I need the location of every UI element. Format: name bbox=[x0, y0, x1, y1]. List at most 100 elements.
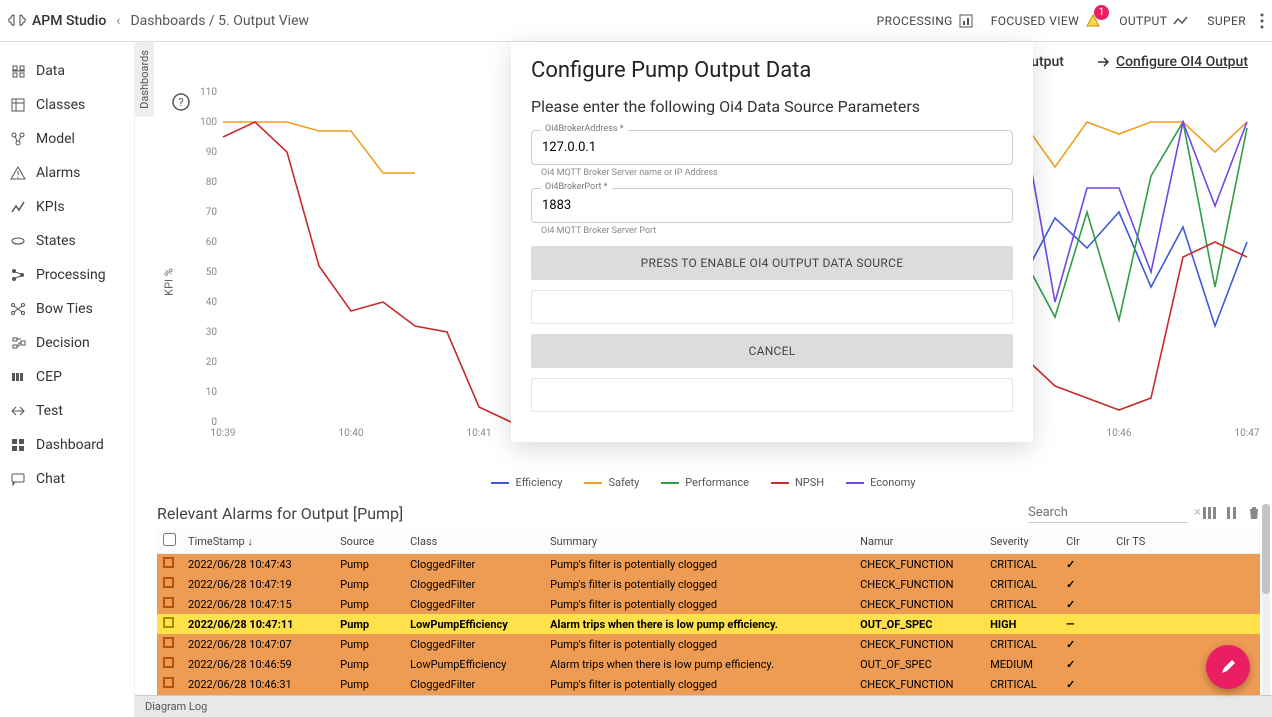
enable-button[interactable]: PRESS TO ENABLE OI4 OUTPUT DATA SOURCE bbox=[531, 246, 1013, 280]
table-row[interactable]: 2022/06/28 10:47:07PumpCloggedFilterPump… bbox=[157, 634, 1260, 654]
svg-text:50: 50 bbox=[206, 267, 218, 278]
classes-icon bbox=[10, 97, 26, 113]
col-source[interactable]: Source bbox=[334, 529, 404, 554]
sidebar-item-processing[interactable]: Processing bbox=[0, 258, 134, 292]
col-summary[interactable]: Summary bbox=[544, 529, 854, 554]
crumb-a[interactable]: Dashboards bbox=[130, 13, 205, 29]
svg-text:10:39: 10:39 bbox=[211, 428, 236, 439]
table-row[interactable]: 2022/06/28 10:47:15PumpCloggedFilterPump… bbox=[157, 594, 1260, 614]
svg-text:10: 10 bbox=[206, 387, 218, 398]
sidebar-item-kpis[interactable]: KPIs bbox=[0, 190, 134, 224]
table-row[interactable]: 2022/06/28 10:47:11PumpLowPumpEfficiency… bbox=[157, 614, 1260, 634]
broker-port-input[interactable] bbox=[531, 188, 1013, 223]
y-axis-label: KPI % bbox=[162, 268, 175, 296]
dashboard-icon bbox=[10, 437, 26, 453]
svg-text:10:47: 10:47 bbox=[1235, 428, 1260, 439]
tab-processing[interactable]: PROCESSING bbox=[877, 14, 973, 28]
sidebar: DataClassesModelAlarmsKPIsStatesProcessi… bbox=[0, 42, 135, 717]
clr-icon bbox=[1066, 638, 1075, 651]
pencil-icon bbox=[1219, 658, 1237, 676]
cep-icon bbox=[10, 369, 26, 385]
col-timestamp[interactable]: TimeStamp ↓ bbox=[182, 529, 334, 554]
tab-focused-view[interactable]: FOCUSED VIEW1 bbox=[991, 13, 1101, 29]
trend-icon bbox=[1173, 16, 1189, 26]
sidebar-item-decision[interactable]: Decision bbox=[0, 326, 134, 360]
test-icon bbox=[10, 403, 26, 419]
decision-icon bbox=[10, 335, 26, 351]
trash-icon[interactable] bbox=[1248, 506, 1260, 520]
main: Dashboards Configure OI4 Alarm Output Co… bbox=[135, 42, 1272, 717]
sidebar-item-classes[interactable]: Classes bbox=[0, 88, 134, 122]
processing-icon bbox=[10, 267, 26, 283]
svg-text:?: ? bbox=[178, 96, 183, 109]
clr-icon bbox=[1066, 578, 1075, 591]
row-checkbox[interactable] bbox=[163, 677, 174, 688]
sidebar-item-alarms[interactable]: Alarms bbox=[0, 156, 134, 190]
col-clr[interactable]: Clr bbox=[1060, 529, 1110, 554]
kebab-menu[interactable] bbox=[1260, 13, 1264, 29]
sidebar-item-states[interactable]: States bbox=[0, 224, 134, 258]
sidebar-item-cep[interactable]: CEP bbox=[0, 360, 134, 394]
footer-tab[interactable]: Diagram Log bbox=[135, 695, 1272, 717]
col-severity[interactable]: Severity bbox=[984, 529, 1060, 554]
columns-icon[interactable] bbox=[1202, 506, 1216, 520]
sidebar-item-chat[interactable]: Chat bbox=[0, 462, 134, 496]
col-class[interactable]: Class bbox=[404, 529, 544, 554]
svg-text:10:41: 10:41 bbox=[467, 428, 492, 439]
configure-modal: Configure Pump Output Data Please enter … bbox=[511, 42, 1033, 442]
fab-edit[interactable] bbox=[1206, 645, 1250, 689]
svg-text:0: 0 bbox=[211, 417, 217, 428]
alarms-panel: Relevant Alarms for Output [Pump] × Time… bbox=[157, 503, 1260, 714]
search-input[interactable] bbox=[1028, 505, 1194, 520]
modal-spacer bbox=[531, 290, 1013, 324]
sidebar-item-model[interactable]: Model bbox=[0, 122, 134, 156]
alarms-icon bbox=[10, 165, 26, 181]
sidebar-item-data[interactable]: Data bbox=[0, 54, 134, 88]
addr-label: Oi4BrokerAddress * bbox=[541, 124, 628, 134]
table-row[interactable]: 2022/06/28 10:47:43PumpCloggedFilterPump… bbox=[157, 554, 1260, 575]
notif-badge: 1 bbox=[1094, 5, 1109, 20]
states-icon bbox=[10, 233, 26, 249]
table-row[interactable]: 2022/06/28 10:46:59PumpLowPumpEfficiency… bbox=[157, 654, 1260, 674]
svg-text:60: 60 bbox=[206, 237, 218, 248]
row-checkbox[interactable] bbox=[163, 577, 174, 588]
svg-text:90: 90 bbox=[206, 147, 218, 158]
tab-super[interactable]: SUPER bbox=[1207, 14, 1246, 28]
row-checkbox[interactable] bbox=[163, 657, 174, 668]
row-checkbox[interactable] bbox=[163, 637, 174, 648]
tab-output[interactable]: OUTPUT bbox=[1119, 14, 1189, 28]
select-all[interactable] bbox=[163, 533, 176, 546]
row-checkbox[interactable] bbox=[163, 617, 174, 628]
clear-icon[interactable]: × bbox=[1194, 505, 1201, 520]
col-namur[interactable]: Namur bbox=[854, 529, 984, 554]
alarms-search[interactable]: × bbox=[1028, 503, 1188, 523]
configure-output-link[interactable]: Configure OI4 Output bbox=[1096, 54, 1248, 70]
modal-spacer bbox=[531, 378, 1013, 412]
sidebar-item-bow-ties[interactable]: Bow Ties bbox=[0, 292, 134, 326]
sidebar-item-dashboard[interactable]: Dashboard bbox=[0, 428, 134, 462]
table-row[interactable]: 2022/06/28 10:46:31PumpCloggedFilterPump… bbox=[157, 674, 1260, 694]
svg-text:40: 40 bbox=[206, 297, 218, 308]
modal-title: Configure Pump Output Data bbox=[531, 58, 1013, 83]
sidebar-item-test[interactable]: Test bbox=[0, 394, 134, 428]
model-icon bbox=[10, 131, 26, 147]
crumb-b[interactable]: 5. Output View bbox=[218, 13, 309, 29]
cancel-button[interactable]: CANCEL bbox=[531, 334, 1013, 368]
col-clr ts[interactable]: Clr TS bbox=[1110, 529, 1260, 554]
broker-address-input[interactable] bbox=[531, 130, 1013, 165]
chat-icon bbox=[10, 471, 26, 487]
port-hint: Oi4 MQTT Broker Server Port bbox=[541, 226, 1013, 236]
row-checkbox[interactable] bbox=[163, 557, 174, 568]
alarms-table: TimeStamp ↓SourceClassSummaryNamurSeveri… bbox=[157, 529, 1260, 714]
clr-icon bbox=[1066, 658, 1075, 671]
svg-text:10:46: 10:46 bbox=[1107, 428, 1132, 439]
sidebar-collapse[interactable]: ‹ bbox=[116, 13, 120, 29]
table-row[interactable]: 2022/06/28 10:47:19PumpCloggedFilterPump… bbox=[157, 574, 1260, 594]
svg-text:10:40: 10:40 bbox=[339, 428, 364, 439]
row-checkbox[interactable] bbox=[163, 597, 174, 608]
pause-icon[interactable] bbox=[1226, 506, 1238, 520]
scrollbar[interactable] bbox=[1262, 504, 1270, 696]
clr-icon bbox=[1066, 618, 1074, 631]
svg-text:100: 100 bbox=[200, 117, 217, 128]
svg-text:110: 110 bbox=[200, 87, 217, 98]
